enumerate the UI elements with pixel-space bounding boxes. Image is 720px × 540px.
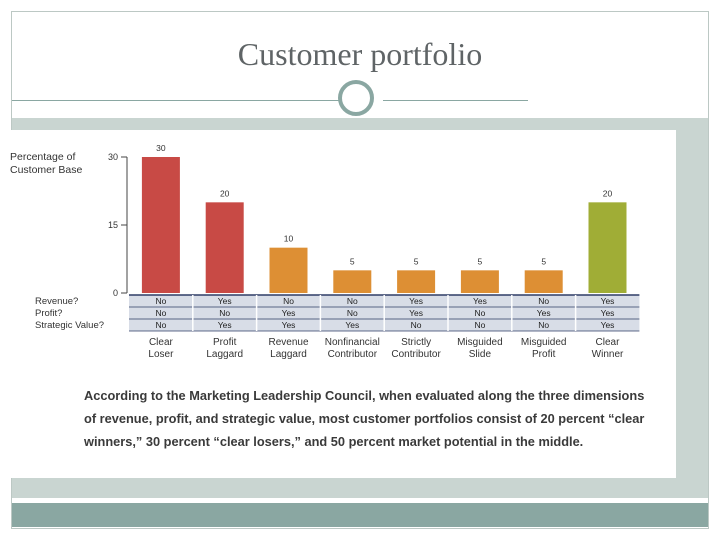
table-cell: No: [347, 296, 358, 306]
table-cell: No: [538, 320, 549, 330]
table-cell: No: [219, 308, 230, 318]
table-cell: Yes: [473, 296, 487, 306]
bar-value-label: 20: [603, 188, 613, 198]
bar-chart: Percentage of Customer Base 0 15 30 30 20 10…: [10, 143, 640, 360]
table-cell: Yes: [345, 320, 359, 330]
title-divider-left: [12, 100, 347, 101]
table-cell: No: [474, 308, 485, 318]
category-label: Revenue Laggard: [268, 337, 308, 360]
bar-value-label: 5: [478, 256, 483, 266]
category-label: Misguided Slide: [457, 337, 503, 360]
bar-value-label: 20: [220, 188, 230, 198]
divider-circle-ornament: [338, 80, 374, 116]
table-cell: Yes: [282, 308, 296, 318]
table-cell: No: [411, 320, 422, 330]
table-cell: Yes: [218, 296, 232, 306]
bar-value-label: 10: [284, 234, 294, 244]
bar-value-label: 5: [541, 256, 546, 266]
category-label: Strictly Contributor: [391, 337, 441, 360]
table-row-label: Strategic Value?: [35, 320, 104, 331]
bar-value-label: 5: [414, 256, 419, 266]
table-row-label: Profit?: [35, 308, 62, 319]
table-cell: Yes: [601, 308, 615, 318]
bar: [524, 270, 563, 293]
table-cell: Yes: [409, 296, 423, 306]
y-tick-label: 30: [108, 152, 118, 162]
bar: [397, 270, 436, 293]
bar-value-label: 30: [156, 143, 166, 153]
bar: [333, 270, 372, 293]
category-label: Nonfinancial Contributor: [325, 337, 380, 360]
y-tick-label: 0: [113, 288, 118, 298]
bar: [205, 202, 244, 293]
category-label: Profit Laggard: [206, 337, 243, 360]
category-label: Misguided Profit: [521, 337, 567, 360]
figure-panel: Percentage of Customer Base 0 15 30 30 20 10…: [5, 130, 676, 478]
y-tick-label: 15: [108, 220, 118, 230]
category-label: Clear Loser: [148, 337, 174, 360]
table-cell: No: [538, 296, 549, 306]
table-cell: No: [155, 308, 166, 318]
y-axis-label-line1: Percentage of: [10, 151, 75, 163]
bar-value-label: 5: [350, 256, 355, 266]
table-row-label: Revenue?: [35, 296, 78, 307]
title-divider-right: [383, 100, 528, 101]
table-cell: No: [155, 296, 166, 306]
bar: [588, 202, 627, 293]
table-cell: Yes: [218, 320, 232, 330]
bar: [269, 247, 308, 293]
y-axis-label-line2: Customer Base: [10, 164, 83, 176]
table-cell: Yes: [537, 308, 551, 318]
figure-caption: According to the Marketing Leadership Co…: [84, 388, 645, 449]
category-label: Clear Winner: [592, 337, 624, 360]
table-cell: No: [347, 308, 358, 318]
slide-title: Customer portfolio: [237, 36, 483, 72]
table-cell: No: [283, 296, 294, 306]
table-cell: Yes: [601, 320, 615, 330]
table-cell: No: [474, 320, 485, 330]
table-cell: Yes: [409, 308, 423, 318]
table-cell: Yes: [601, 296, 615, 306]
table-cell: Yes: [282, 320, 296, 330]
bar: [460, 270, 499, 293]
bar: [141, 157, 180, 293]
footer-band: [12, 503, 708, 527]
table-cell: No: [155, 320, 166, 330]
